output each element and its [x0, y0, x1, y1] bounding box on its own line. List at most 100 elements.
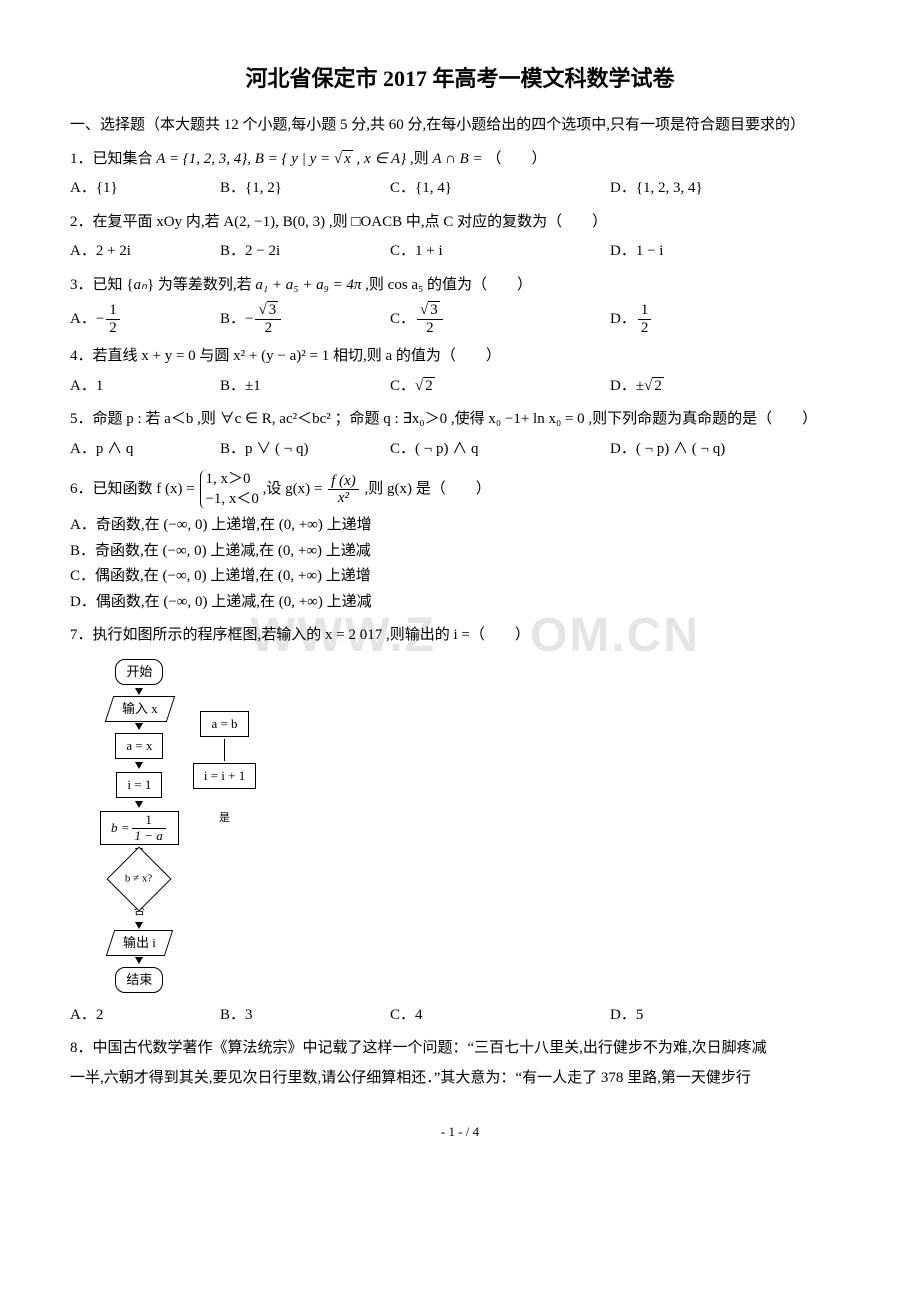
question-3: 3．已知 {aₙ} 为等差数列,若 a₁ + a₅ + a₉ = 4π ,则 c… — [70, 273, 850, 299]
question-8-line2: 一半,六朝才得到其关,要见次日行里数,请公仔细算相还．”其大意为：“有一人走了 … — [70, 1066, 850, 1092]
q4-opt-D: D．±√2 — [610, 374, 790, 400]
q3-D-den: 2 — [638, 320, 652, 337]
fc-decision: b ≠ x? — [107, 846, 172, 911]
q6-opt-B: B．奇函数,在 (−∞, 0) 上递减,在 (0, +∞) 上递减 — [70, 539, 850, 565]
q5-opt-D: D．( ¬ p) ∧ ( ¬ q) — [610, 437, 790, 463]
q3-A-num: 1 — [106, 302, 120, 320]
q6-row2: −1, x＜0 — [205, 490, 258, 510]
q2-opt-B: B．2 − 2i — [220, 239, 390, 265]
q5-options: A．p ∧ q B．p ∨ ( ¬ q) C．( ¬ p) ∧ q D．( ¬ … — [70, 437, 850, 463]
q4-C-pre: C． — [390, 378, 415, 394]
arrow-down-icon — [135, 723, 143, 730]
q3-B-den: 2 — [255, 320, 281, 337]
fc-cond-label: b ≠ x? — [126, 870, 153, 889]
q3-B-pre: B．− — [220, 307, 253, 333]
fc-output: 输出 i — [106, 930, 173, 956]
q3-opt-D: D． 12 — [610, 302, 790, 336]
fc-step-a: a = x — [115, 733, 163, 759]
q3-an: aₙ — [133, 277, 146, 293]
q3-stem-c: ,则 cos a₅ 的值为（ ） — [361, 277, 532, 293]
q7-opt-B: B．3 — [220, 1003, 390, 1029]
q7-opt-A: A．2 — [70, 1003, 220, 1029]
q3-stem-a: 3．已知 { — [70, 277, 133, 293]
q7-opt-C: C．4 — [390, 1003, 610, 1029]
q4-options: A．1 B．±1 C．√2 D．±√2 — [70, 374, 850, 400]
q2-opt-C: C．1 + i — [390, 239, 610, 265]
q1-stem-c: （ ） — [486, 151, 546, 167]
page-footer: - 1 - / 4 — [70, 1121, 850, 1143]
q3-opt-A: A．− 12 — [70, 302, 220, 336]
q6-stem-a: 6．已知函数 f (x) = — [70, 481, 198, 497]
arrow-down-icon — [135, 801, 143, 808]
question-8-line1: 8．中国古代数学著作《算法统宗》中记载了这样一个问题：“三百七十八里关,出行健步… — [70, 1036, 850, 1062]
q6-gnum: f (x) — [328, 473, 359, 491]
flowchart-side-col: a = b i = i + 1 是 — [193, 709, 256, 828]
q3-C-den: 2 — [417, 320, 443, 337]
fc-step-i: i = 1 — [116, 772, 162, 798]
fc-line — [224, 739, 225, 761]
q1-opt-A: A．{1} — [70, 176, 220, 202]
q6-stem-b: ,设 g(x) = — [263, 481, 326, 497]
arrow-down-icon — [135, 922, 143, 929]
question-5: 5．命题 p : 若 a＜b ,则 ∀c ∈ R, ac²＜bc² ；命题 q … — [70, 407, 850, 433]
q1-stem-a: 1．已知集合 — [70, 151, 156, 167]
q6-opt-D: D．偶函数,在 (−∞, 0) 上递减,在 (0, +∞) 上递减 — [70, 590, 850, 616]
q1-stem-b: ,则 — [410, 151, 433, 167]
q6-opt-C: C．偶函数,在 (−∞, 0) 上递增,在 (0, +∞) 上递增 — [70, 564, 850, 590]
q1-opt-B: B．{1, 2} — [220, 176, 390, 202]
q5-opt-C: C．( ¬ p) ∧ q — [390, 437, 610, 463]
q3-stem-b: } 为等差数列,若 — [147, 277, 255, 293]
q1-opt-C: C．{1, 4} — [390, 176, 610, 202]
question-4: 4．若直线 x + y = 0 与圆 x² + (y − a)² = 1 相切,… — [70, 344, 850, 370]
fc-step-inc: i = i + 1 — [193, 763, 256, 789]
fc-b-lhs: b = — [111, 817, 130, 839]
q3-opt-C: C． √32 — [390, 302, 610, 336]
fc-end: 结束 — [115, 967, 163, 993]
q6-frac: f (x) x² — [328, 473, 359, 507]
q3-D-pre: D． — [610, 307, 636, 333]
q4-D-sqrt: 2 — [652, 377, 664, 394]
question-2: 2．在复平面 xOy 内,若 A(2, −1), B(0, 3) ,则 □OAC… — [70, 210, 850, 236]
q3-A-den: 2 — [106, 320, 120, 337]
section-heading: 一、选择题（本大题共 12 个小题,每小题 5 分,共 60 分,在每小题给出的… — [70, 113, 850, 139]
arrow-down-icon — [135, 957, 143, 964]
q3-options: A．− 12 B．− √32 C． √32 D． 12 — [70, 302, 850, 336]
q1-opt-D: D．{1, 2, 3, 4} — [610, 176, 790, 202]
q5-opt-B: B．p ∨ ( ¬ q) — [220, 437, 390, 463]
question-7: 7．执行如图所示的程序框图,若输入的 x = 2 017 ,则输出的 i =（ … — [70, 623, 850, 649]
fc-input-label: 输入 x — [122, 698, 158, 720]
fc-output-label: 输出 i — [123, 932, 156, 954]
q4-opt-C: C．√2 — [390, 374, 610, 400]
q6-stem-c: ,则 g(x) 是（ ） — [364, 481, 490, 497]
q1-inter: A ∩ B = — [432, 151, 482, 167]
q1-setB-tail: , x ∈ A} — [357, 151, 407, 167]
flowchart-main-col: 开始 输入 x a = x i = 1 b = 1 1 − a b ≠ x? 否 — [100, 657, 179, 995]
q3-D-num: 1 — [638, 302, 652, 320]
fc-step-ab: a = b — [200, 711, 248, 737]
fc-step-b: b = 1 1 − a — [100, 811, 179, 845]
fc-b-num: 1 — [132, 813, 166, 828]
q1-sqrt: x — [342, 150, 353, 167]
q3-B-num: 3 — [267, 301, 279, 318]
q2-options: A．2 + 2i B．2 − 2i C．1 + i D．1 − i — [70, 239, 850, 265]
q3-C-num: 3 — [428, 301, 440, 318]
fc-input: 输入 x — [104, 696, 174, 722]
fc-b-den: 1 − a — [132, 829, 166, 843]
q2-opt-D: D．1 − i — [610, 239, 790, 265]
q4-C-sqrt: 2 — [423, 377, 435, 394]
q7-options: A．2 B．3 C．4 D．5 — [70, 1003, 850, 1029]
fc-start: 开始 — [115, 659, 163, 685]
q1-setA: A = {1, 2, 3, 4}, B = { y | y = — [156, 151, 334, 167]
q5-opt-A: A．p ∧ q — [70, 437, 220, 463]
q6-opt-A: A．奇函数,在 (−∞, 0) 上递增,在 (0, +∞) 上递增 — [70, 513, 850, 539]
page-title: 河北省保定市 2017 年高考一模文科数学试卷 — [70, 60, 850, 97]
q1-options: A．{1} B．{1, 2} C．{1, 4} D．{1, 2, 3, 4} — [70, 176, 850, 202]
arrow-down-icon — [135, 688, 143, 695]
q3-eq: a₁ + a₅ + a₉ = 4π — [255, 277, 361, 293]
flowchart: 开始 输入 x a = x i = 1 b = 1 1 − a b ≠ x? 否 — [100, 657, 850, 995]
q3-A-pre: A．− — [70, 307, 104, 333]
q6-gden: x² — [328, 490, 359, 507]
q6-piecewise: 1, x＞0 −1, x＜0 — [200, 470, 258, 509]
question-6: 6．已知函数 f (x) = 1, x＞0 −1, x＜0 ,设 g(x) = … — [70, 470, 850, 509]
q2-opt-A: A．2 + 2i — [70, 239, 220, 265]
